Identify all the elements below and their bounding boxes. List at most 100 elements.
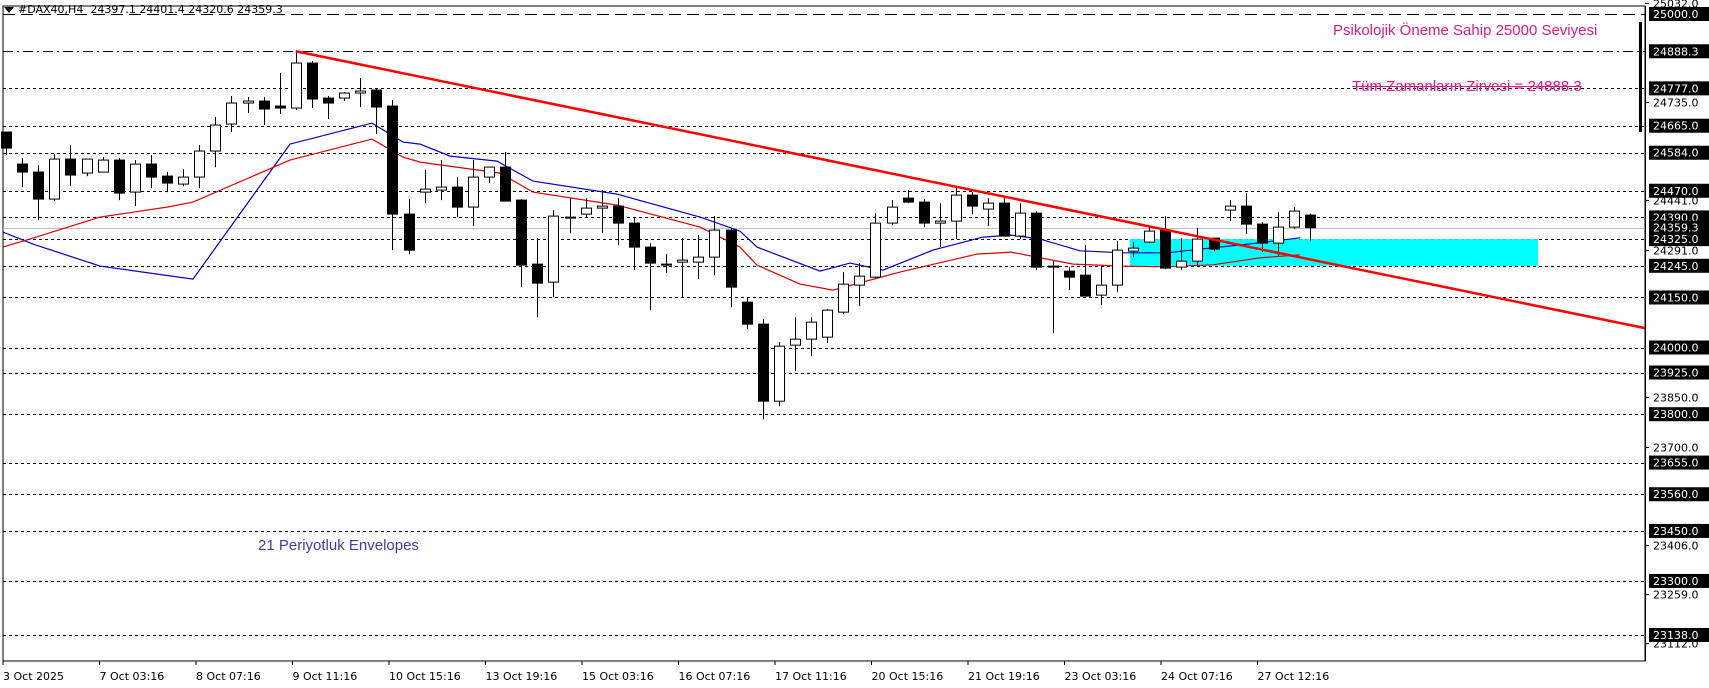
bear-candle[interactable] xyxy=(1,131,12,149)
envelopes-annotation[interactable]: 21 Periyotluk Envelopes xyxy=(258,537,419,554)
bull-candle[interactable] xyxy=(1128,247,1139,252)
bull-candle[interactable] xyxy=(581,207,592,215)
bear-candle[interactable] xyxy=(404,213,415,251)
bull-candle[interactable] xyxy=(468,176,479,208)
bear-candle[interactable] xyxy=(999,202,1010,237)
scale-drag-handle[interactable] xyxy=(1639,22,1642,132)
time-axis-label: 3 Oct 2025 xyxy=(3,670,64,683)
bull-candle[interactable] xyxy=(677,259,688,263)
bull-candle[interactable] xyxy=(98,159,109,173)
bull-candle[interactable] xyxy=(983,202,994,210)
bear-candle[interactable] xyxy=(742,301,753,325)
bear-candle[interactable] xyxy=(17,163,28,173)
bull-candle[interactable] xyxy=(1096,284,1107,296)
bull-candle[interactable] xyxy=(420,188,431,193)
bear-candle[interactable] xyxy=(726,229,737,288)
price-level-badge xyxy=(1649,573,1709,588)
bull-candle[interactable] xyxy=(484,166,495,178)
bear-candle[interactable] xyxy=(452,186,463,208)
bear-candle[interactable] xyxy=(114,159,125,194)
bull-candle[interactable] xyxy=(243,100,254,104)
bull-candle[interactable] xyxy=(854,275,865,286)
bear-candle[interactable] xyxy=(1080,274,1091,297)
bear-candle[interactable] xyxy=(903,197,914,203)
bull-candle[interactable] xyxy=(1273,226,1284,244)
bull-candle[interactable] xyxy=(82,158,93,174)
bull-candle[interactable] xyxy=(436,186,447,191)
bull-candle[interactable] xyxy=(1015,212,1026,237)
bull-candle[interactable] xyxy=(1144,230,1155,243)
bear-candle[interactable] xyxy=(919,201,930,224)
bull-candle[interactable] xyxy=(130,163,141,193)
collapse-triangle-icon[interactable] xyxy=(4,7,14,13)
bull-candle[interactable] xyxy=(1176,260,1187,268)
bull-candle[interactable] xyxy=(838,283,849,313)
time-axis-label: 15 Oct 03:16 xyxy=(582,670,654,683)
bull-candle[interactable] xyxy=(210,124,221,152)
bear-candle[interactable] xyxy=(967,194,978,207)
bear-candle[interactable] xyxy=(1257,223,1268,244)
bear-candle[interactable] xyxy=(387,105,398,215)
bull-candle[interactable] xyxy=(597,205,608,209)
bull-candle[interactable] xyxy=(806,321,817,340)
price-axis-label: 25032.0 xyxy=(1653,0,1699,10)
bull-candle[interactable] xyxy=(339,92,350,99)
price-level-badge-label: 24777.0 xyxy=(1653,82,1699,95)
bear-candle[interactable] xyxy=(500,166,511,202)
bull-candle[interactable] xyxy=(822,309,833,338)
price-level-badge-label: 23560.0 xyxy=(1653,488,1699,501)
bull-candle[interactable] xyxy=(194,150,205,178)
bull-candle[interactable] xyxy=(291,62,302,109)
bear-candle[interactable] xyxy=(613,205,624,224)
bull-candle[interactable] xyxy=(1289,210,1300,228)
bull-candle[interactable] xyxy=(870,222,881,278)
bear-candle[interactable] xyxy=(1160,229,1171,269)
bull-candle[interactable] xyxy=(1225,205,1236,211)
bull-candle[interactable] xyxy=(774,345,785,402)
bear-candle[interactable] xyxy=(65,158,76,176)
bear-candle[interactable] xyxy=(645,246,656,264)
bull-candle[interactable] xyxy=(1048,265,1059,268)
price-axis-label: 24735.0 xyxy=(1653,96,1699,109)
bear-candle[interactable] xyxy=(1241,205,1252,225)
bear-candle[interactable] xyxy=(1305,214,1316,229)
bear-candle[interactable] xyxy=(371,89,382,108)
bull-candle[interactable] xyxy=(565,216,576,219)
bull-candle[interactable] xyxy=(226,102,237,125)
price-level-badge xyxy=(1649,44,1709,59)
bear-candle[interactable] xyxy=(1031,212,1042,268)
bear-candle[interactable] xyxy=(758,323,769,402)
all-time-high-annotation[interactable]: Tüm Zamanların Zirvesi = 24888.3 xyxy=(1352,78,1582,95)
support-zone-rectangle[interactable] xyxy=(1129,239,1538,266)
bull-candle[interactable] xyxy=(709,229,720,258)
bull-candle[interactable] xyxy=(548,215,559,283)
bull-candle[interactable] xyxy=(661,263,672,266)
bear-candle[interactable] xyxy=(307,62,318,100)
bear-candle[interactable] xyxy=(516,199,527,266)
bull-candle[interactable] xyxy=(790,338,801,346)
bull-candle[interactable] xyxy=(887,206,898,224)
descending-trendline[interactable] xyxy=(295,50,1646,330)
bear-candle[interactable] xyxy=(1209,237,1220,250)
bull-candle[interactable] xyxy=(355,90,366,94)
bear-candle[interactable] xyxy=(532,263,543,284)
bull-candle[interactable] xyxy=(1112,249,1123,286)
bull-candle[interactable] xyxy=(935,220,946,224)
bear-candle[interactable] xyxy=(33,171,44,200)
bear-candle[interactable] xyxy=(629,222,640,248)
psychological-level-annotation[interactable]: Psikolojik Öneme Sahip 25000 Seviyesi xyxy=(1333,22,1598,39)
bull-candle[interactable] xyxy=(49,158,60,200)
bull-candle[interactable] xyxy=(951,194,962,222)
price-level-badge-label: 24470.0 xyxy=(1653,185,1699,198)
bull-candle[interactable] xyxy=(178,176,189,185)
bear-candle[interactable] xyxy=(162,175,173,184)
bear-candle[interactable] xyxy=(259,100,270,110)
bear-candle[interactable] xyxy=(146,163,157,178)
bear-candle[interactable] xyxy=(275,105,286,109)
bull-candle[interactable] xyxy=(693,256,704,263)
bear-candle[interactable] xyxy=(1064,270,1075,278)
bull-candle[interactable] xyxy=(1192,238,1203,262)
bear-candle[interactable] xyxy=(323,97,334,104)
